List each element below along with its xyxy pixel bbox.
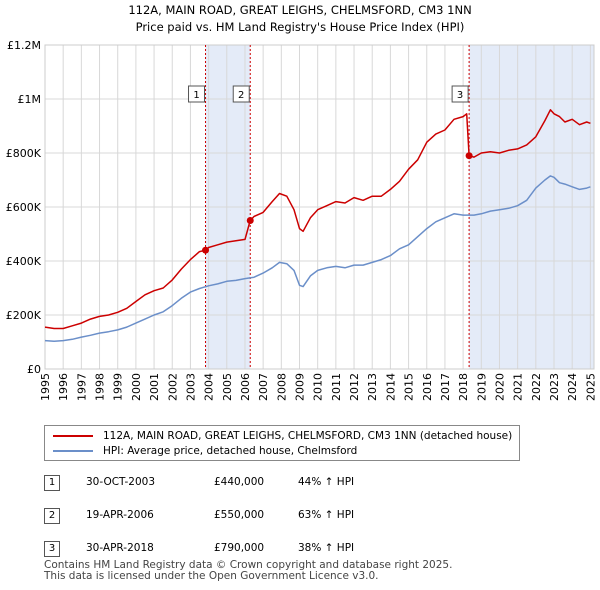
sale-hpi-change: 44% ↑ HPI xyxy=(298,476,355,488)
sale-number-badge: 1 xyxy=(44,475,60,491)
footer-copyright: Contains HM Land Registry data © Crown c… xyxy=(44,559,453,571)
sale-point xyxy=(246,217,254,224)
x-tick-label: 2024 xyxy=(566,373,579,401)
sale-price: £440,000 xyxy=(214,476,265,488)
sale-point xyxy=(202,246,210,254)
x-tick-label: 2001 xyxy=(148,373,161,401)
legend-swatch-property xyxy=(53,435,93,437)
x-tick-label: 2018 xyxy=(457,373,470,401)
x-tick-label: 2021 xyxy=(512,373,525,401)
sale-price: £550,000 xyxy=(214,509,265,521)
x-tick-label: 2015 xyxy=(403,373,416,401)
legend-label-hpi: HPI: Average price, detached house, Chel… xyxy=(103,445,358,457)
sale-row: 2 19-APR-2006 £550,000 63% ↑ HPI xyxy=(44,506,564,526)
x-tick-label: 2012 xyxy=(348,373,361,401)
x-tick-label: 2019 xyxy=(475,373,488,401)
sale-label-box xyxy=(232,85,250,103)
x-tick-label: 2023 xyxy=(548,373,561,401)
sale-label-box xyxy=(451,85,469,103)
sale-number-badge: 3 xyxy=(44,541,60,557)
x-tick-label: 2020 xyxy=(493,373,506,401)
y-tick-label: £600K xyxy=(6,201,42,214)
x-tick-label: 2003 xyxy=(184,373,197,401)
legend-label-property: 112A, MAIN ROAD, GREAT LEIGHS, CHELMSFOR… xyxy=(103,430,513,442)
sale-label-text: 2 xyxy=(238,90,244,101)
sale-point xyxy=(465,152,473,160)
plot-frame xyxy=(44,44,595,370)
sale-date: 19-APR-2006 xyxy=(86,509,154,521)
chart-subtitle: Price paid vs. HM Land Registry's House … xyxy=(136,20,465,34)
footer: Contains HM Land Registry data © Crown c… xyxy=(44,560,452,582)
y-tick-label: £1M xyxy=(18,93,42,106)
x-tick-label: 2005 xyxy=(221,373,234,401)
series-line-property xyxy=(44,109,591,330)
chart-title: 112A, MAIN ROAD, GREAT LEIGHS, CHELMSFOR… xyxy=(128,3,471,17)
footer-licence: This data is licensed under the Open Gov… xyxy=(44,570,379,582)
legend-swatch-hpi xyxy=(53,450,93,452)
x-tick-label: 2009 xyxy=(294,373,307,401)
x-tick-label: 2002 xyxy=(166,373,179,401)
sale-date: 30-APR-2018 xyxy=(86,542,154,554)
sale-row: 3 30-APR-2018 £790,000 38% ↑ HPI xyxy=(44,539,564,559)
plot-area: 1 2 3 £0 £200K £400K £600K £800K £1M £1.2M 1995 199… xyxy=(6,39,598,401)
x-tick-label: 2006 xyxy=(239,373,252,401)
sale-hpi-change: 63% ↑ HPI xyxy=(298,509,355,521)
legend-item-property: 112A, MAIN ROAD, GREAT LEIGHS, CHELMSFOR… xyxy=(53,429,512,443)
y-tick-label: £200K xyxy=(6,309,42,322)
x-tick-label: 2011 xyxy=(330,373,343,401)
x-tick-label: 1997 xyxy=(75,373,88,401)
legend-item-hpi: HPI: Average price, detached house, Chel… xyxy=(53,444,357,458)
sale-label-box xyxy=(188,85,206,103)
x-tick-label: 2017 xyxy=(439,373,452,401)
x-tick-label: 1995 xyxy=(39,373,52,401)
y-tick-label: £800K xyxy=(6,147,42,160)
sale-date: 30-OCT-2003 xyxy=(86,476,155,488)
x-tick-label: 2000 xyxy=(130,373,143,401)
y-tick-label: £1.2M xyxy=(7,39,41,52)
x-tick-label: 2016 xyxy=(421,373,434,401)
sale-label-text: 1 xyxy=(193,90,199,101)
sale-number-badge: 2 xyxy=(44,508,60,524)
x-tick-label: 1999 xyxy=(112,373,125,401)
sale-hpi-change: 38% ↑ HPI xyxy=(298,542,355,554)
x-tick-label: 2007 xyxy=(257,373,270,401)
sale-label-text: 3 xyxy=(457,90,463,101)
legend: 112A, MAIN ROAD, GREAT LEIGHS, CHELMSFOR… xyxy=(44,425,520,461)
y-tick-label: £0 xyxy=(27,363,41,376)
x-tick-label: 2025 xyxy=(584,373,597,401)
series-line-hpi xyxy=(44,175,591,342)
price-chart: 112A, MAIN ROAD, GREAT LEIGHS, CHELMSFOR… xyxy=(6,3,598,401)
y-tick-label: £400K xyxy=(6,255,42,268)
sale-row: 1 30-OCT-2003 £440,000 44% ↑ HPI xyxy=(44,473,564,493)
x-tick-label: 2013 xyxy=(366,373,379,401)
x-tick-label: 1996 xyxy=(57,373,70,401)
sale-price: £790,000 xyxy=(214,542,265,554)
x-tick-label: 2008 xyxy=(275,373,288,401)
x-tick-label: 1998 xyxy=(94,373,107,401)
x-tick-label: 2022 xyxy=(530,373,543,401)
x-tick-label: 2004 xyxy=(203,373,216,401)
x-tick-label: 2014 xyxy=(384,373,397,401)
x-tick-label: 2010 xyxy=(312,373,325,401)
